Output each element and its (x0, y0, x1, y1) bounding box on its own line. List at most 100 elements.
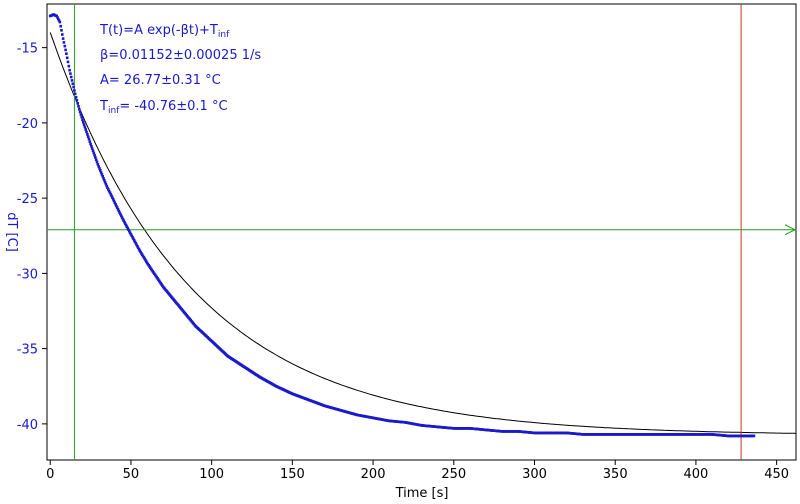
x-tick-label: 150 (280, 467, 305, 482)
data-point (84, 128, 87, 131)
data-point (139, 250, 142, 254)
data-point (98, 167, 101, 170)
fit-tinf-main: T (99, 99, 108, 114)
y-tick-label: -15 (17, 42, 38, 57)
data-point (94, 156, 97, 159)
data-point (112, 199, 116, 203)
data-point (82, 121, 85, 124)
data-point (90, 147, 94, 150)
x-tick-label: 50 (123, 467, 140, 482)
data-point (145, 260, 148, 263)
data-point (80, 115, 83, 119)
data-point (111, 196, 114, 199)
data-point (115, 206, 119, 209)
data-point (73, 89, 76, 92)
x-tick-label: 200 (361, 467, 386, 482)
fit-tinf: Tinf= -40.76±0.1 °C (99, 99, 228, 116)
data-point (126, 226, 129, 230)
data-point (91, 149, 95, 152)
ticks: 0 50 100 150 200 250 300 350 400 450 -15 -20 -25 -30 -… (17, 42, 789, 482)
data-point (109, 193, 113, 196)
data-point (114, 203, 117, 206)
y-tick-label: -40 (17, 418, 38, 433)
data-point (79, 113, 83, 116)
data-point (71, 82, 75, 86)
data-point (128, 231, 132, 235)
data-point (97, 165, 100, 168)
fit-formula-main: T(t)=A exp(-βt)+T (99, 23, 218, 38)
x-tick-label: 0 (46, 467, 54, 482)
data-point (124, 223, 128, 227)
data-point (132, 239, 136, 242)
x-tick-label: 100 (199, 467, 224, 482)
data-point (133, 240, 137, 244)
y-tick-label: -25 (17, 192, 38, 207)
data-point (58, 20, 62, 24)
data-point (65, 52, 68, 55)
data-point (130, 234, 133, 238)
data-point (60, 29, 63, 32)
data-point (93, 153, 96, 157)
data-point (78, 110, 82, 114)
data-point (108, 191, 112, 194)
data-point (78, 108, 81, 111)
data-point (116, 208, 120, 211)
data-point (121, 217, 125, 221)
data-point (123, 220, 126, 224)
data-point (65, 56, 69, 60)
data-point (77, 105, 80, 108)
fit-amplitude: A= 26.77±0.31 °C (100, 73, 221, 88)
data-point (87, 137, 91, 141)
data-point (102, 177, 105, 180)
data-point (57, 19, 61, 22)
data-point (107, 189, 111, 193)
fit-curve (49, 32, 797, 434)
data-point (94, 158, 98, 162)
marker-layer (47, 4, 797, 460)
data-point (73, 92, 77, 96)
data-point (120, 214, 123, 218)
data-point (115, 204, 118, 208)
data-point (63, 44, 67, 48)
data-point (135, 243, 138, 247)
fit-formula: T(t)=A exp(-βt)+Tinf (99, 23, 230, 40)
data-point (111, 198, 115, 201)
data-point (124, 222, 127, 225)
data-point (69, 75, 73, 79)
data-point (142, 256, 146, 259)
data-point (117, 209, 121, 213)
data-point (90, 144, 93, 148)
data-point (74, 96, 78, 99)
data-point (86, 133, 89, 136)
data-point (59, 24, 62, 28)
data-point (62, 41, 66, 44)
data-point (125, 225, 129, 228)
data-point (72, 85, 75, 89)
data-point (95, 160, 99, 164)
data-point (67, 64, 71, 68)
y-axis-title: dT [C] (4, 212, 19, 252)
x-tick-label: 350 (603, 467, 628, 482)
x-tick-label: 400 (684, 467, 709, 482)
x-axis-title: Time [s] (395, 486, 449, 501)
data-point (85, 130, 88, 134)
plot-frame (46, 3, 797, 461)
y-tick-label: -20 (17, 117, 38, 132)
data-point (137, 248, 141, 251)
data-point (82, 123, 86, 126)
data-point (118, 211, 121, 214)
arrow-icon (784, 224, 797, 236)
fit-tinf-sub: inf (108, 106, 120, 116)
data-point (107, 188, 110, 191)
data-point (120, 216, 124, 219)
data-point (57, 17, 60, 21)
data-point (131, 236, 134, 239)
data-point (100, 173, 104, 176)
x-tick-label: 450 (764, 467, 789, 482)
data-point (64, 48, 67, 52)
data-point (129, 233, 133, 236)
data-point (83, 125, 87, 129)
data-point (104, 182, 108, 186)
data-point (75, 99, 79, 102)
